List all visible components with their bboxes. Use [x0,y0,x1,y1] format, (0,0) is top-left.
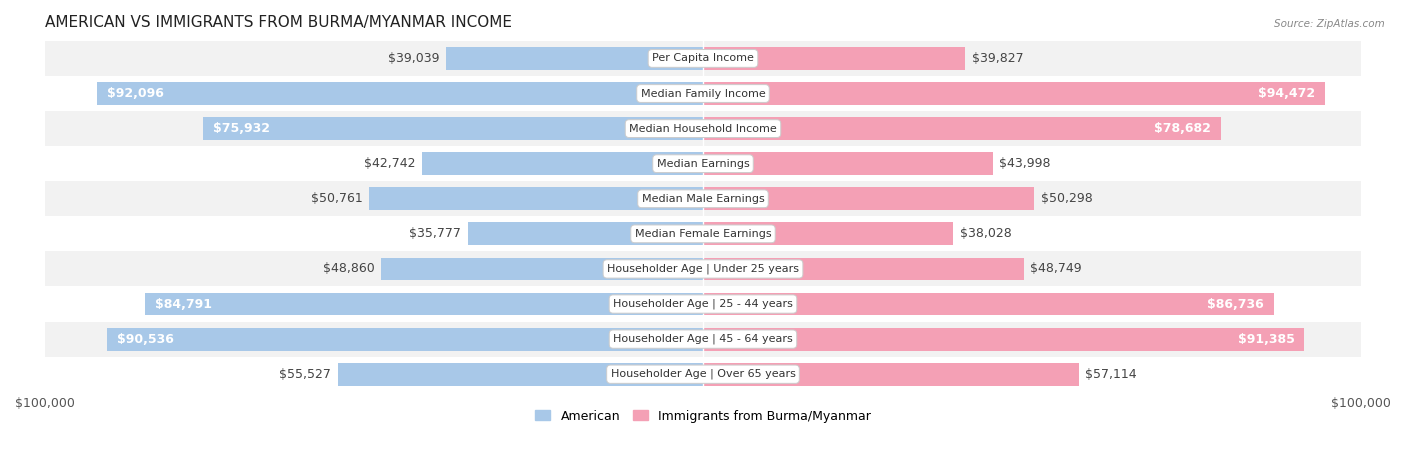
Text: Source: ZipAtlas.com: Source: ZipAtlas.com [1274,19,1385,28]
Text: $42,742: $42,742 [364,157,415,170]
Text: $75,932: $75,932 [214,122,270,135]
Bar [703,293,1274,315]
Bar [97,82,703,105]
Text: Householder Age | 45 - 64 years: Householder Age | 45 - 64 years [613,334,793,344]
Bar [368,187,703,210]
Text: Median Family Income: Median Family Income [641,89,765,99]
Bar [0,181,1406,216]
Text: $84,791: $84,791 [155,297,212,311]
Bar [0,286,1406,322]
Bar [107,328,703,351]
Bar [0,41,1406,76]
Text: Householder Age | Under 25 years: Householder Age | Under 25 years [607,264,799,274]
Bar [204,117,703,140]
Legend: American, Immigrants from Burma/Myanmar: American, Immigrants from Burma/Myanmar [530,404,876,428]
Text: $86,736: $86,736 [1208,297,1264,311]
Bar [0,322,1406,357]
Bar [703,363,1078,386]
Bar [468,222,703,245]
Text: Median Household Income: Median Household Income [628,124,778,134]
Text: $91,385: $91,385 [1237,333,1295,346]
Text: $50,761: $50,761 [311,192,363,205]
Bar [703,328,1305,351]
Bar [703,257,1024,280]
Text: $94,472: $94,472 [1258,87,1315,100]
Bar [145,293,703,315]
Text: Householder Age | 25 - 44 years: Householder Age | 25 - 44 years [613,299,793,309]
Text: $39,827: $39,827 [972,52,1024,65]
Bar [0,111,1406,146]
Bar [703,152,993,175]
Text: Median Female Earnings: Median Female Earnings [634,229,772,239]
Text: $48,860: $48,860 [323,262,375,276]
Text: $90,536: $90,536 [117,333,174,346]
Text: $48,749: $48,749 [1031,262,1083,276]
Bar [703,47,965,70]
Text: Median Earnings: Median Earnings [657,159,749,169]
Bar [0,76,1406,111]
Bar [703,82,1324,105]
Bar [0,357,1406,392]
Bar [0,251,1406,286]
Bar [337,363,703,386]
Text: Householder Age | Over 65 years: Householder Age | Over 65 years [610,369,796,380]
Text: Per Capita Income: Per Capita Income [652,53,754,64]
Text: $43,998: $43,998 [1000,157,1050,170]
Bar [381,257,703,280]
Text: $38,028: $38,028 [960,227,1011,241]
Text: $55,527: $55,527 [280,368,330,381]
Text: AMERICAN VS IMMIGRANTS FROM BURMA/MYANMAR INCOME: AMERICAN VS IMMIGRANTS FROM BURMA/MYANMA… [45,15,512,30]
Bar [0,216,1406,251]
Bar [703,222,953,245]
Text: $78,682: $78,682 [1154,122,1211,135]
Text: $39,039: $39,039 [388,52,440,65]
Bar [703,187,1033,210]
Bar [422,152,703,175]
Bar [0,146,1406,181]
Text: Median Male Earnings: Median Male Earnings [641,194,765,204]
Text: $92,096: $92,096 [107,87,163,100]
Bar [446,47,703,70]
Text: $50,298: $50,298 [1040,192,1092,205]
Bar [703,117,1220,140]
Text: $57,114: $57,114 [1085,368,1137,381]
Text: $35,777: $35,777 [409,227,461,241]
